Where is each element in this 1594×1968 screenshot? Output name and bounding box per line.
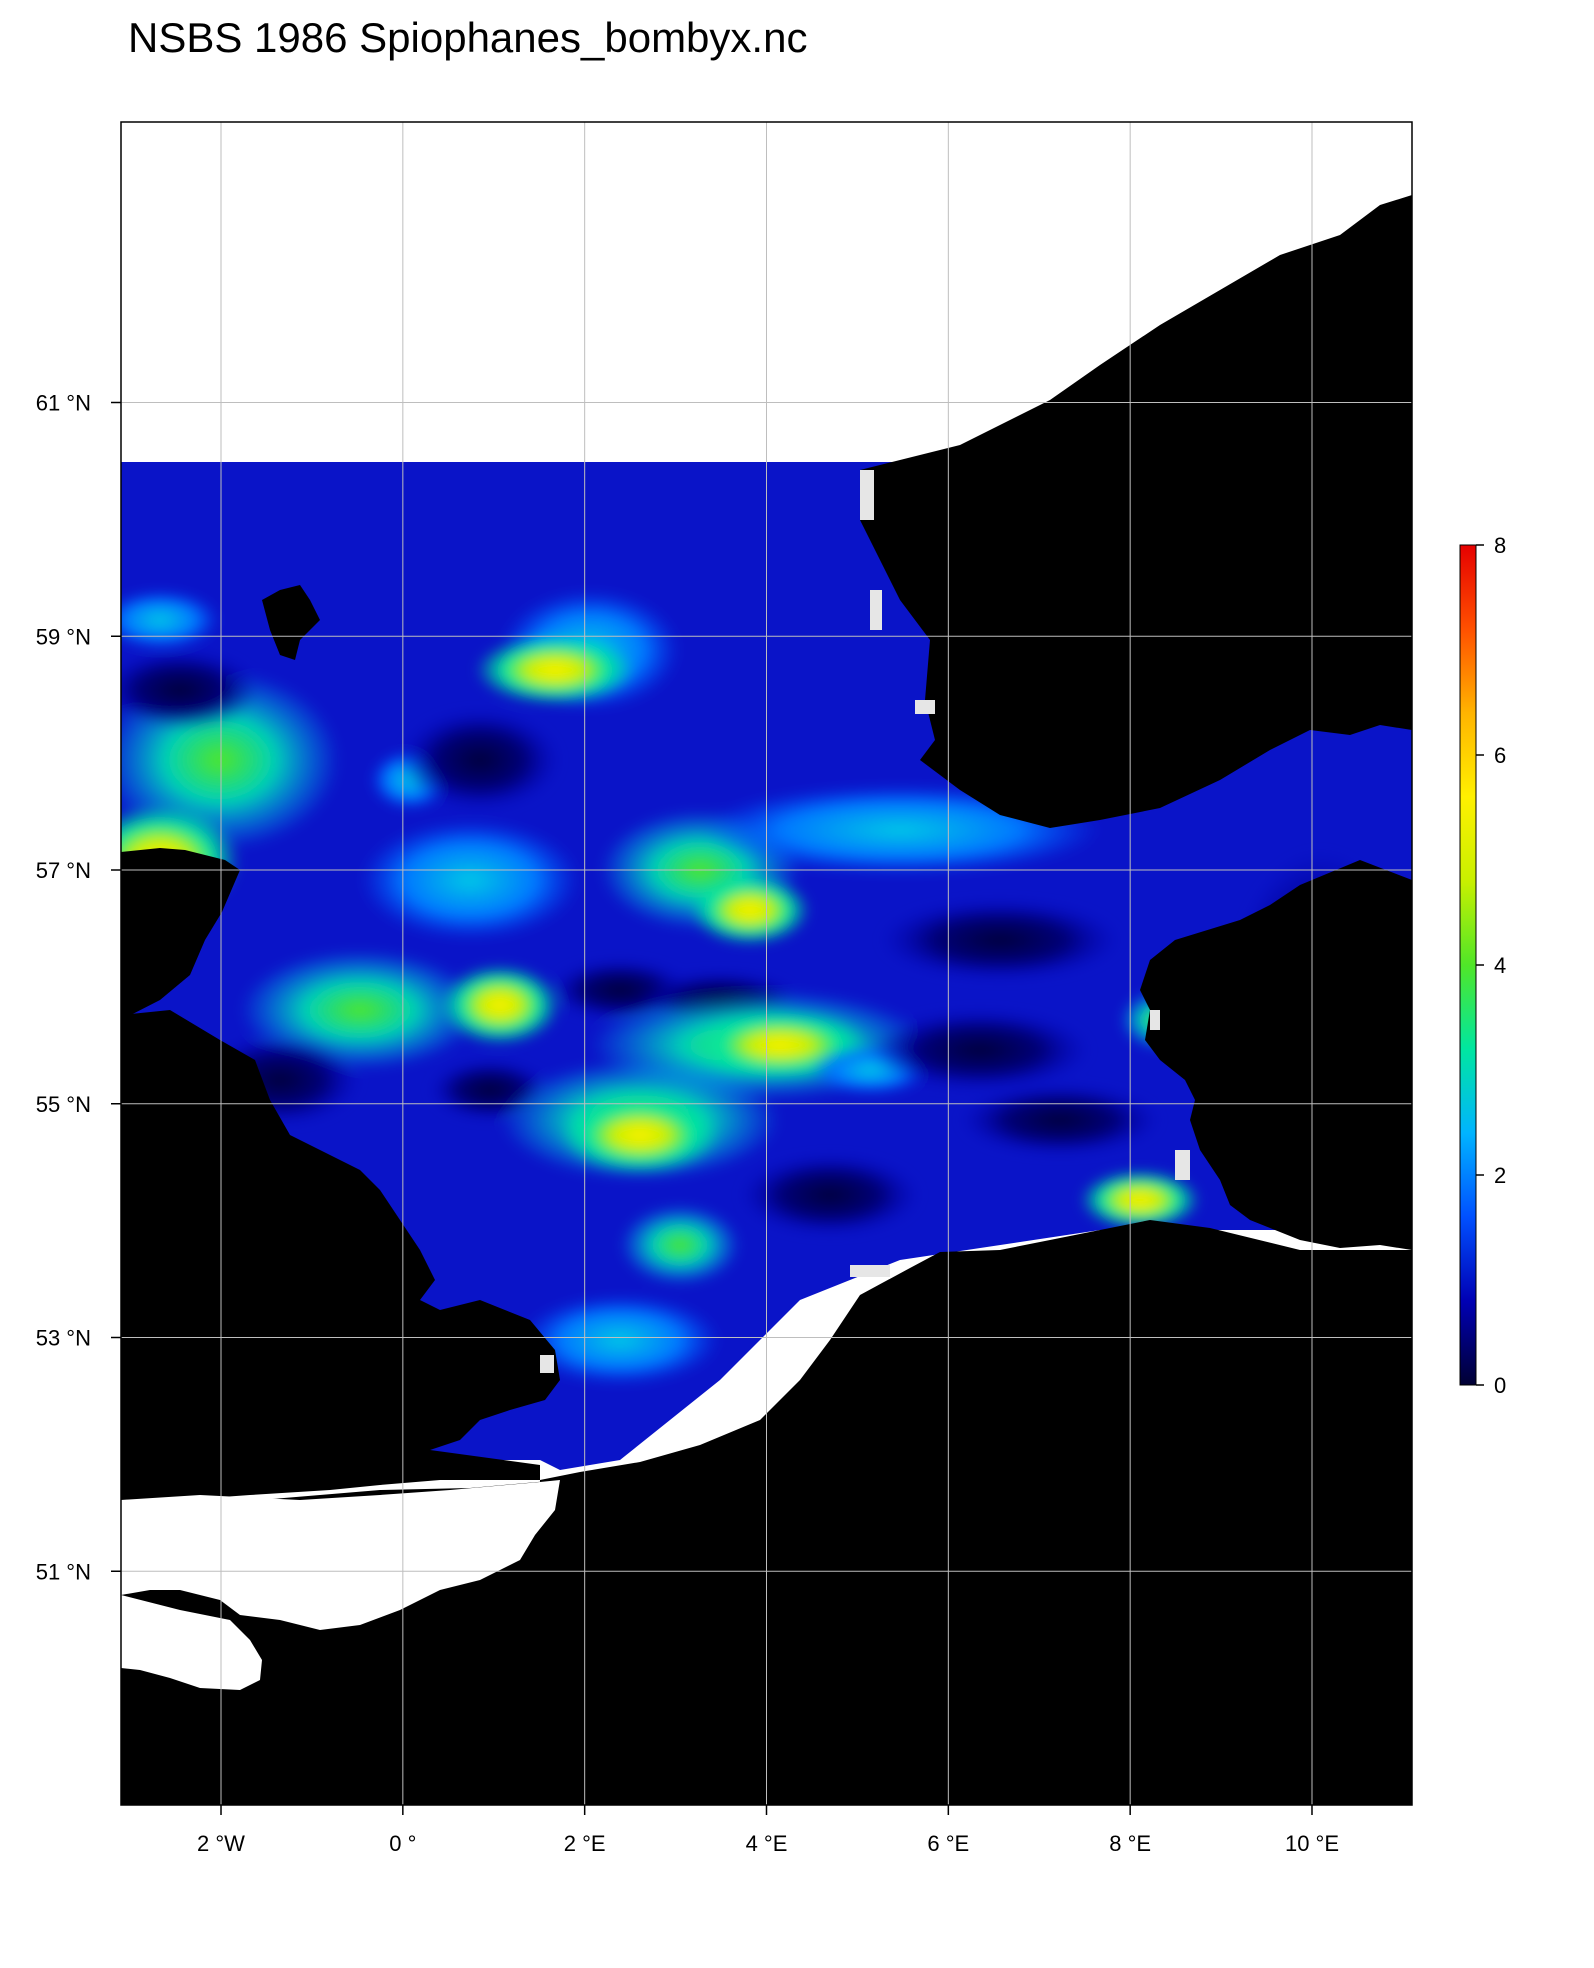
land: [121, 195, 1412, 1805]
lon-tick-label: 2 °E: [564, 1831, 606, 1856]
colorbar: [1460, 545, 1476, 1385]
shetland: [262, 585, 320, 660]
norway: [860, 195, 1412, 828]
longitude-axis: 2 °W 0 ° 2 °E 4 °E 6 °E 8 °E 10 °E: [197, 1805, 1339, 1856]
map-title: NSBS 1986 Spiophanes_bombyx.nc: [128, 14, 808, 61]
legend-tick-label: 0: [1494, 1373, 1506, 1398]
legend-tick-label: 8: [1494, 533, 1506, 558]
missing-cells: [540, 470, 1190, 1373]
great-britain: [121, 1010, 560, 1500]
map-panel: [121, 122, 1412, 1805]
continent: [540, 1220, 1412, 1805]
lon-tick-label: 6 °E: [927, 1831, 969, 1856]
no-data-sea-south: [121, 1480, 560, 1690]
lat-tick-label: 53 °N: [36, 1326, 91, 1351]
lat-tick-label: 59 °N: [36, 624, 91, 649]
lon-tick-label: 2 °W: [197, 1831, 245, 1856]
scotland-northeast: [121, 848, 240, 1020]
lat-tick-label: 55 °N: [36, 1092, 91, 1117]
lon-tick-label: 10 °E: [1285, 1831, 1339, 1856]
graticule: [121, 122, 1412, 1805]
lat-tick-label: 51 °N: [36, 1559, 91, 1584]
lat-tick-label: 61 °N: [36, 391, 91, 416]
legend-tick-label: 2: [1494, 1163, 1506, 1188]
latitude-axis: 61 °N 59 °N 57 °N 55 °N 53 °N 51 °N: [36, 391, 121, 1584]
lon-tick-label: 0 °: [389, 1831, 416, 1856]
lon-tick-label: 8 °E: [1109, 1831, 1151, 1856]
lat-tick-label: 57 °N: [36, 858, 91, 883]
lon-tick-label: 4 °E: [746, 1831, 788, 1856]
legend-tick-label: 4: [1494, 953, 1506, 978]
denmark: [1140, 860, 1412, 1250]
colorbar-legend: 0 2 4 6 8: [1459, 533, 1506, 1398]
legend-tick-label: 6: [1494, 743, 1506, 768]
